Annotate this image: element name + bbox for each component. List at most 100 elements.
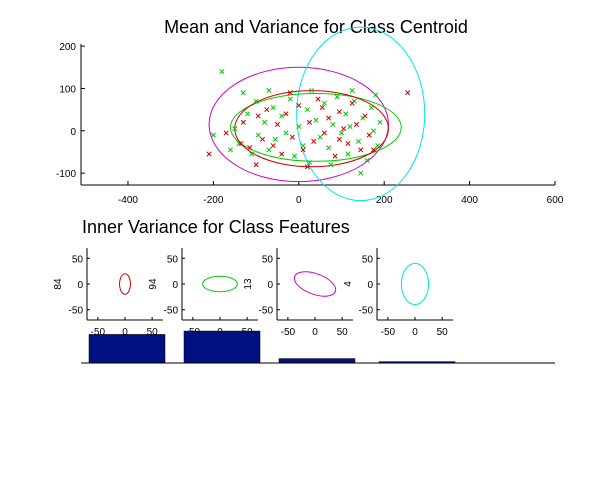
- panel-y-tick-label: 50: [167, 254, 179, 265]
- scatter-point: [356, 138, 362, 144]
- scatter-point: [353, 121, 359, 128]
- variance-ellipse: [229, 93, 402, 162]
- y-tick-label: 100: [59, 84, 76, 95]
- scatter-point: [358, 147, 364, 153]
- scatter-point: [227, 147, 234, 153]
- top-chart-axes: -400 -200 0 200 400 600 -100 0 100 200: [56, 42, 564, 206]
- scatter-point: [313, 117, 319, 123]
- panel-y-label: 4: [343, 281, 354, 287]
- scatter-point: [336, 136, 342, 142]
- panel-x-tick-label: 50: [337, 327, 349, 338]
- feature-panel: 50 0 -50 -50 0 50 4: [343, 248, 456, 364]
- scatter-point: [296, 102, 302, 108]
- scatter-point: [266, 147, 272, 153]
- panel-y-tick-label: 50: [72, 254, 84, 265]
- feature-variance-ellipse: [202, 275, 238, 293]
- scatter-point: [341, 126, 347, 132]
- scatter-point: [370, 147, 377, 153]
- panel-y-tick-label: -50: [259, 306, 274, 317]
- panel-y-tick-label: 0: [77, 280, 83, 291]
- y-tick-label: -100: [56, 169, 76, 180]
- feature-panel: 50 0 -50 -50 0 50 84: [53, 248, 166, 364]
- scatter-point: [249, 151, 255, 157]
- scatter-point: [309, 88, 315, 94]
- scatter-point: [343, 111, 349, 117]
- scatter-point: [219, 68, 225, 75]
- scatter-point: [247, 145, 253, 151]
- panel-x-tick-label: 0: [312, 327, 318, 338]
- scatter-point: [210, 132, 216, 138]
- scatter-point: [283, 111, 289, 117]
- scatter-point: [244, 111, 251, 117]
- scatter-point: [364, 157, 370, 163]
- scatter-point: [317, 134, 323, 140]
- variance-bar: [183, 330, 261, 364]
- scatter-point: [315, 96, 321, 102]
- scatter-point: [272, 136, 278, 142]
- scatter-point: [274, 121, 280, 128]
- panel-x-tick-label: -50: [381, 327, 396, 338]
- variance-ellipse: [296, 26, 426, 202]
- scatter-point: [370, 128, 377, 134]
- panel-y-label: 84: [53, 278, 64, 290]
- y-tick-label: 200: [59, 42, 76, 53]
- panel-y-label: 94: [148, 278, 159, 290]
- scatter-point: [321, 130, 327, 136]
- scatter-point: [291, 153, 298, 159]
- scatter-point: [300, 147, 306, 153]
- scatter-point: [253, 162, 259, 168]
- panel-y-tick-label: -50: [359, 306, 374, 317]
- x-tick-label: 600: [547, 195, 564, 206]
- panel-x-tick-label: 0: [122, 327, 128, 338]
- scatter-point: [349, 88, 355, 94]
- scatter-point: [253, 98, 259, 104]
- feature-variance-ellipse: [119, 273, 131, 295]
- scatter-point: [270, 143, 276, 149]
- panel-y-tick-label: 0: [367, 280, 373, 291]
- scatter-point: [405, 90, 411, 96]
- scatter-point: [255, 132, 261, 138]
- scatter-point: [279, 113, 285, 119]
- scatter-point: [264, 107, 270, 113]
- scatter-point: [287, 90, 293, 96]
- scatter-point: [366, 132, 372, 138]
- scatter-point: [373, 92, 379, 98]
- scatter-point: [304, 107, 310, 113]
- scatter-point: [358, 170, 364, 176]
- panel-x-tick-label: 50: [147, 327, 159, 338]
- y-tick-label: 0: [70, 127, 76, 138]
- x-tick-label: -200: [203, 195, 223, 206]
- scatter-point: [206, 151, 212, 157]
- x-tick-label: 400: [461, 195, 478, 206]
- scatter-point: [332, 153, 338, 159]
- feature-variance-ellipse: [293, 271, 337, 297]
- top-chart-title: Mean and Variance for Class Centroid: [164, 17, 468, 37]
- scatter-point: [279, 151, 285, 157]
- panel-y-tick-label: -50: [164, 306, 179, 317]
- scatter-point: [362, 113, 368, 119]
- scatter-point: [345, 140, 351, 147]
- panel-y-tick-label: 50: [362, 254, 374, 265]
- scatter-point: [345, 151, 351, 157]
- panel-y-label: 13: [243, 278, 254, 290]
- scatter-point: [304, 164, 310, 170]
- scatter-point: [338, 130, 345, 136]
- x-tick-label: -400: [118, 195, 138, 206]
- scatter-point: [240, 90, 246, 96]
- scatter-point: [236, 140, 242, 147]
- panel-x-tick-label: 50: [437, 327, 449, 338]
- feature-panel: 50 0 -50 -50 0 50 13: [243, 248, 356, 364]
- panel-y-tick-label: -50: [69, 306, 84, 317]
- panel-y-tick-label: 50: [262, 254, 274, 265]
- scatter-point: [255, 113, 261, 119]
- scatter-point: [311, 138, 317, 144]
- feature-panel: 500-50-5005094: [148, 248, 261, 364]
- scatter-point: [270, 104, 276, 111]
- panel-y-tick-label: 0: [267, 280, 273, 291]
- bottom-chart-title: Inner Variance for Class Features: [82, 217, 350, 237]
- panel-y-tick-label: 0: [172, 280, 178, 291]
- scatter-point: [375, 143, 381, 149]
- scatter-point: [347, 124, 353, 130]
- scatter-point: [377, 119, 383, 125]
